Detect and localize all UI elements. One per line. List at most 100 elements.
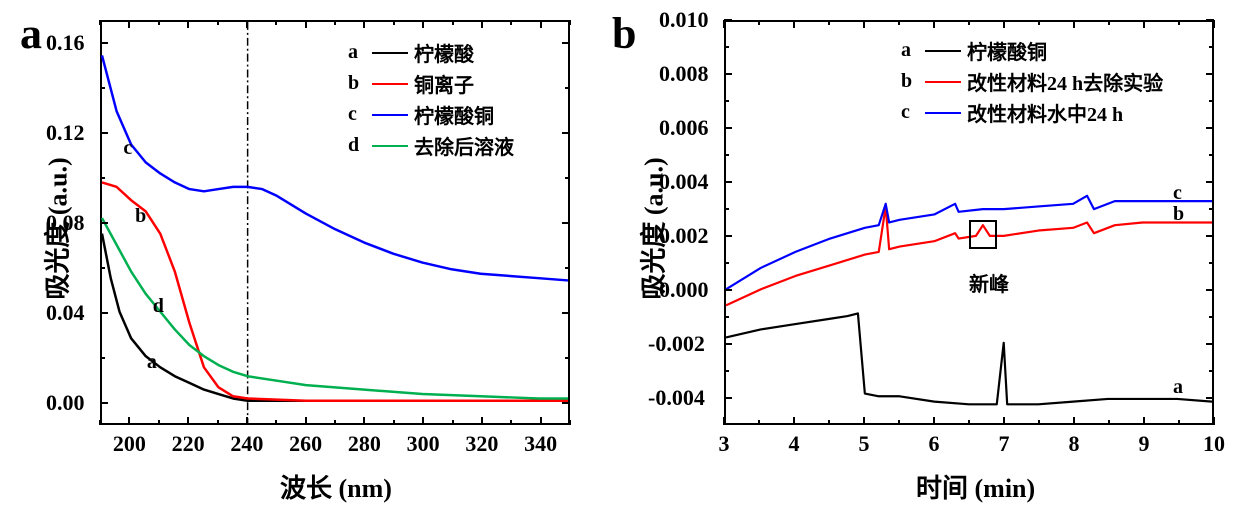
x-tick-label: 10	[1203, 431, 1225, 457]
legend-key: c	[348, 103, 366, 126]
y-minor-tick	[724, 262, 729, 264]
y-tick-right	[562, 312, 570, 314]
series-label-a: a	[147, 351, 157, 374]
x-minor-tick-top	[569, 20, 571, 25]
y-tick	[724, 73, 732, 75]
x-tick	[1003, 417, 1005, 425]
y-minor-tick	[724, 208, 729, 210]
y-minor-tick	[100, 87, 105, 89]
x-tick-top	[1213, 20, 1215, 28]
y-tick-label: 0.008	[659, 61, 709, 87]
x-tick-top	[246, 20, 248, 28]
x-tick-top	[481, 20, 483, 28]
x-tick-label: 9	[1139, 431, 1150, 457]
y-minor-tick-right	[1209, 46, 1214, 48]
x-minor-tick-top	[898, 20, 900, 25]
x-minor-tick	[393, 420, 395, 425]
legend-label: 柠檬酸	[414, 38, 474, 67]
x-tick-top	[305, 20, 307, 28]
x-minor-tick	[1038, 420, 1040, 425]
y-tick-label: 0.000	[659, 277, 709, 303]
x-tick	[246, 417, 248, 425]
legend-key: a	[901, 39, 919, 62]
x-tick	[723, 417, 725, 425]
x-tick-top	[422, 20, 424, 28]
y-tick-right	[562, 222, 570, 224]
y-tick-right	[1206, 73, 1214, 75]
y-minor-tick	[724, 100, 729, 102]
panel-a-legend: a柠檬酸b铜离子c柠檬酸铜d去除后溶液	[348, 38, 514, 162]
y-minor-tick-right	[1209, 316, 1214, 318]
y-minor-tick-right	[1209, 154, 1214, 156]
x-minor-tick-top	[217, 20, 219, 25]
x-tick-label: 240	[230, 431, 263, 457]
x-tick-top	[363, 20, 365, 28]
y-tick-right	[1206, 235, 1214, 237]
x-minor-tick	[510, 420, 512, 425]
x-tick	[540, 417, 542, 425]
y-tick	[724, 289, 732, 291]
series-label-b: b	[135, 205, 146, 228]
x-tick	[1213, 417, 1215, 425]
series-label-c: c	[1173, 182, 1182, 205]
x-minor-tick-top	[1108, 20, 1110, 25]
y-tick	[100, 312, 108, 314]
x-tick-label: 7	[999, 431, 1010, 457]
x-tick	[422, 417, 424, 425]
x-minor-tick	[334, 420, 336, 425]
y-tick	[724, 181, 732, 183]
legend-line-icon	[372, 145, 408, 147]
x-tick-top	[1143, 20, 1145, 28]
y-tick-right	[1206, 19, 1214, 21]
x-tick-label: 320	[465, 431, 498, 457]
x-minor-tick-top	[393, 20, 395, 25]
panel-a: a 吸光度 (a.u.) 波长 (nm) a柠檬酸b铜离子c柠檬酸铜d去除后溶液…	[0, 0, 596, 517]
x-minor-tick-top	[99, 20, 101, 25]
x-minor-tick	[828, 420, 830, 425]
y-tick-right	[1206, 127, 1214, 129]
x-minor-tick-top	[828, 20, 830, 25]
x-tick	[128, 417, 130, 425]
x-tick-top	[128, 20, 130, 28]
series-label-b: b	[1173, 203, 1184, 226]
y-tick	[724, 397, 732, 399]
y-minor-tick	[724, 316, 729, 318]
y-tick	[724, 343, 732, 345]
x-minor-tick	[968, 420, 970, 425]
x-minor-tick	[158, 420, 160, 425]
x-tick	[305, 417, 307, 425]
legend-line-icon	[372, 52, 408, 54]
x-minor-tick-top	[968, 20, 970, 25]
x-minor-tick	[1108, 420, 1110, 425]
legend-row: b改性材料24 h去除实验	[901, 67, 1163, 96]
series-a	[726, 313, 1212, 404]
legend-line-icon	[925, 81, 961, 83]
y-tick-label: 0.002	[659, 223, 709, 249]
panel-a-corner: a	[20, 8, 42, 59]
y-tick-right	[562, 132, 570, 134]
y-tick-label: 0.00	[46, 390, 85, 416]
y-minor-tick-right	[565, 177, 570, 179]
x-tick	[793, 417, 795, 425]
x-tick	[863, 417, 865, 425]
y-tick	[100, 222, 108, 224]
y-minor-tick	[724, 46, 729, 48]
series-label-a: a	[1173, 376, 1183, 399]
y-tick-right	[1206, 181, 1214, 183]
x-tick-label: 200	[113, 431, 146, 457]
x-tick-top	[1073, 20, 1075, 28]
x-tick-top	[723, 20, 725, 28]
legend-row: a柠檬酸铜	[901, 36, 1163, 65]
y-minor-tick-right	[1209, 100, 1214, 102]
legend-row: d去除后溶液	[348, 131, 514, 160]
y-minor-tick	[100, 267, 105, 269]
y-tick	[100, 402, 108, 404]
x-tick-label: 8	[1069, 431, 1080, 457]
x-tick-label: 220	[172, 431, 205, 457]
y-tick-right	[562, 402, 570, 404]
x-tick-label: 280	[348, 431, 381, 457]
x-tick	[933, 417, 935, 425]
annotation-text: 新峰	[969, 268, 1009, 297]
legend-key: b	[901, 70, 919, 93]
series-a	[102, 234, 568, 401]
